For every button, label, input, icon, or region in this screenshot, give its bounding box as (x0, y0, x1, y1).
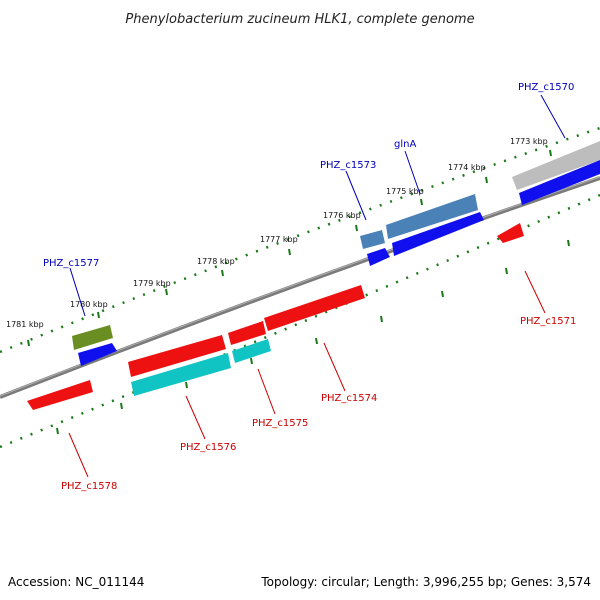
gene-label-PHZ_c1576[interactable]: PHZ_c1576 (180, 442, 236, 453)
scale-label: 1775 kbp (386, 187, 424, 196)
accession-text: Accession: NC_011144 (8, 575, 144, 589)
gene-label-PHZ_c1575[interactable]: PHZ_c1575 (252, 418, 308, 429)
gene-label-PHZ_c1577[interactable]: PHZ_c1577 (43, 258, 99, 269)
scale-label: 1779 kbp (133, 279, 171, 288)
gene-PHZ_c1575-feature[interactable] (232, 339, 271, 363)
scale-label: 1777 kbp (260, 235, 298, 244)
label-leader-lines (68, 94, 566, 478)
scale-label: 1773 kbp (510, 137, 548, 146)
gene-PHZ_c1570-feature[interactable] (512, 141, 600, 205)
gene-label-PHZ_c1570[interactable]: PHZ_c1570 (518, 82, 574, 93)
map-title: Phenylobacterium zucineum HLK1, complete… (125, 12, 474, 27)
gene-label-PHZ_c1571[interactable]: PHZ_c1571 (520, 316, 576, 327)
gene-PHZ_c1577-feature[interactable] (72, 325, 117, 366)
gene-label-PHZ_c1578[interactable]: PHZ_c1578 (61, 481, 117, 492)
scale-label: 1776 kbp (323, 211, 361, 220)
genome-summary-text: Topology: circular; Length: 3,996,255 bp… (260, 575, 591, 589)
gene-label-glnA[interactable]: glnA (394, 139, 416, 150)
scale-label: 1774 kbp (448, 163, 486, 172)
gene-PHZ_c1576-feature[interactable] (128, 335, 231, 396)
gene-PHZ_c1571-feature[interactable] (497, 223, 524, 243)
gene-PHZ_c1573-feature[interactable] (360, 230, 390, 266)
outer-scale-track (0, 126, 600, 354)
scale-label: 1778 kbp (197, 257, 235, 266)
gene-PHZ_c1574b-feature[interactable] (228, 321, 266, 345)
gene-label-PHZ_c1574[interactable]: PHZ_c1574 (321, 393, 377, 404)
gene-glnA-feature[interactable] (386, 194, 484, 256)
scale-label: 1780 kbp (70, 300, 108, 309)
gene-label-PHZ_c1573[interactable]: PHZ_c1573 (320, 160, 376, 171)
major-tick-marks (27, 149, 570, 435)
gene-PHZ_c1574-feature[interactable] (264, 285, 365, 331)
scale-label: 1781 kbp (6, 320, 44, 329)
genome-backbone (0, 176, 600, 399)
gene-PHZ_c1578-feature[interactable] (27, 380, 93, 410)
